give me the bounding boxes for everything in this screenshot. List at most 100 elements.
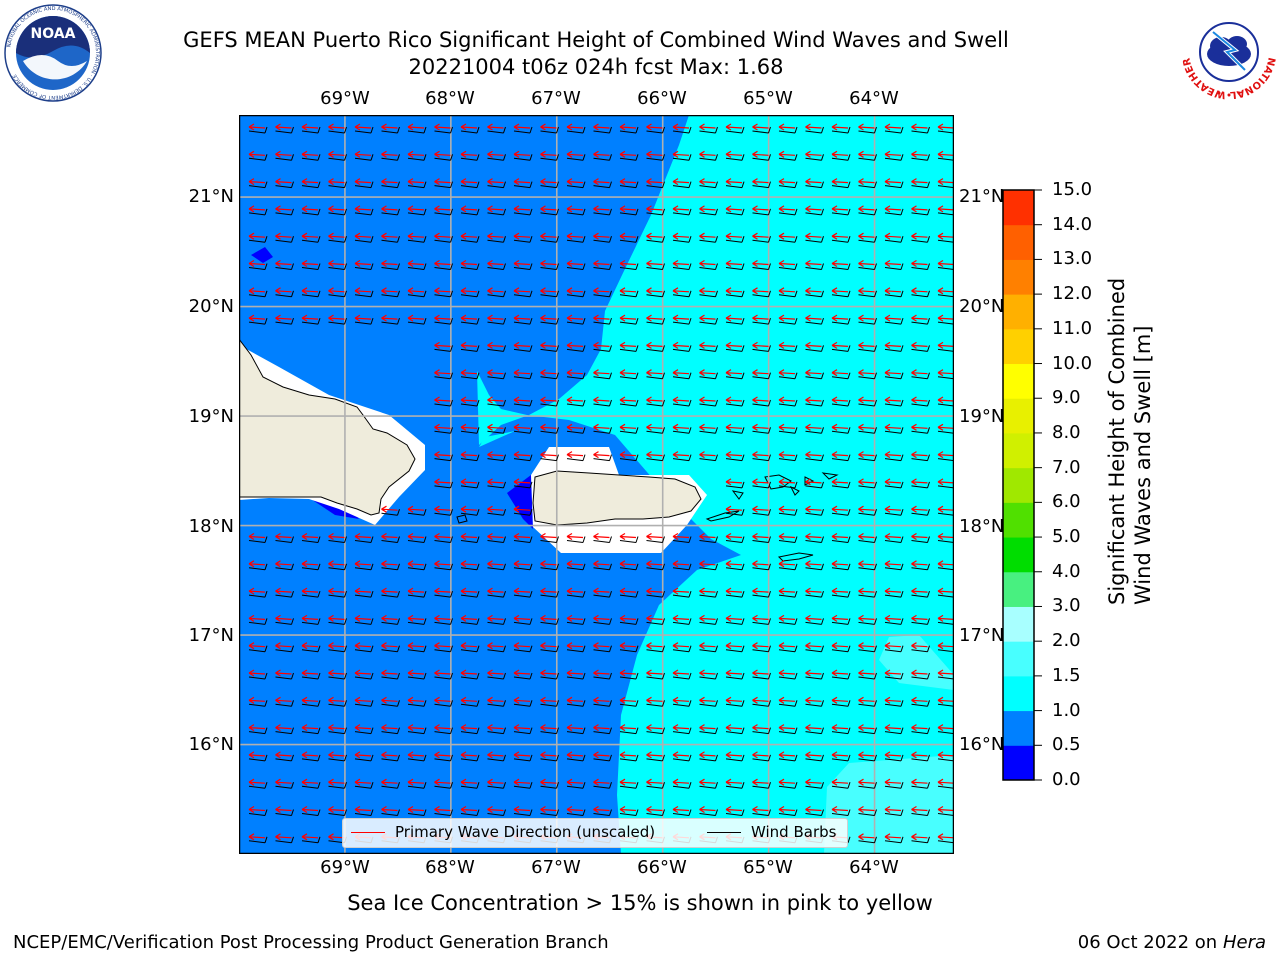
island-st-croix	[777, 552, 814, 562]
wind-barb	[619, 372, 639, 380]
wave-direction-arrow	[831, 587, 849, 595]
wave-direction-arrow	[778, 505, 796, 513]
wind-barb	[884, 700, 904, 707]
wind-barb	[460, 236, 480, 243]
lon-tick-bottom: 66°W	[637, 857, 687, 878]
wind-barb	[354, 809, 374, 816]
wave-direction-arrow	[275, 178, 292, 186]
wind-barb	[328, 236, 347, 243]
wind-barb	[407, 536, 427, 543]
wave-direction-arrow	[460, 205, 478, 213]
wind-barb	[354, 782, 374, 789]
wave-direction-arrow	[831, 805, 849, 814]
wave-direction-arrow	[752, 505, 769, 513]
wind-barb	[778, 509, 798, 516]
wind-barb	[937, 403, 954, 407]
wind-barb	[540, 154, 559, 161]
wave-direction-arrow	[672, 805, 690, 814]
wave-direction-arrow	[248, 751, 266, 759]
wind-barb	[593, 454, 612, 462]
wave-direction-arrow	[487, 532, 504, 541]
wind-barb	[301, 536, 321, 543]
wind-barb	[248, 700, 268, 707]
wave-direction-arrow	[699, 396, 716, 404]
wind-barb	[407, 754, 427, 762]
wave-direction-arrow	[725, 724, 743, 732]
wind-barb	[937, 785, 954, 789]
wind-barb	[381, 236, 400, 243]
wave-direction-arrow	[646, 423, 663, 431]
wave-direction-arrow	[434, 150, 451, 158]
colorbar-segment	[1003, 606, 1034, 642]
wave-direction-arrow	[434, 369, 451, 377]
wind-barb	[884, 782, 904, 789]
wind-barb	[540, 754, 559, 762]
wave-direction-arrow	[858, 396, 875, 404]
wind-barb	[699, 454, 718, 462]
wind-barb	[487, 563, 506, 571]
wind-barb	[858, 317, 877, 325]
wave-direction-arrow	[884, 805, 902, 814]
wind-barb	[407, 700, 427, 707]
wind-barb	[328, 317, 347, 325]
wind-barb	[487, 263, 506, 270]
wave-direction-arrow	[911, 396, 928, 404]
wave-direction-arrow	[301, 614, 319, 622]
wave-direction-arrow	[407, 805, 425, 814]
wind-barb	[460, 372, 480, 380]
wind-barb	[646, 208, 665, 216]
wind-barb	[487, 290, 506, 298]
footer-host: Hera	[1222, 932, 1266, 953]
wind-barb	[301, 672, 321, 680]
wave-direction-arrow	[831, 396, 849, 404]
wave-direction-arrow	[381, 232, 398, 240]
colorbar-segment	[1003, 398, 1034, 434]
wave-direction-arrow	[275, 778, 292, 786]
wave-direction-arrow	[884, 396, 902, 404]
colorbar-segment	[1003, 363, 1034, 399]
wave-direction-arrow	[381, 587, 398, 595]
wind-barb	[593, 317, 612, 325]
wind-barb	[460, 263, 480, 270]
wave-direction-arrow	[911, 833, 928, 841]
wave-direction-arrow	[434, 123, 451, 131]
wave-direction-arrow	[513, 232, 531, 240]
wave-direction-arrow	[540, 778, 557, 786]
wind-barb	[752, 126, 771, 134]
wave-direction-arrow	[619, 423, 637, 431]
lon-tick-top: 67°W	[531, 88, 581, 109]
wind-barb	[566, 563, 586, 571]
wave-direction-arrow	[725, 369, 743, 377]
wave-direction-arrow	[646, 369, 663, 377]
wind-barb	[911, 782, 930, 789]
wind-barb	[619, 727, 639, 735]
wind-barb	[619, 590, 639, 598]
wind-barb	[328, 782, 347, 789]
lat-tick-left: 20°N	[188, 296, 234, 317]
wave-direction-arrow	[248, 314, 266, 322]
wind-barb	[381, 154, 400, 161]
wave-direction-arrow	[301, 724, 319, 732]
wind-barb	[884, 481, 904, 489]
colorbar-segment	[1003, 224, 1034, 260]
wind-barb	[301, 590, 321, 598]
wave-direction-arrow	[460, 642, 478, 650]
wind-barb	[487, 509, 506, 516]
wave-direction-arrow	[275, 259, 292, 268]
wave-direction-arrow	[381, 287, 398, 295]
wind-barb	[911, 290, 930, 298]
wave-direction-arrow	[566, 423, 584, 431]
wave-direction-arrow	[275, 669, 292, 677]
wind-barb	[831, 481, 851, 489]
wind-barb	[487, 345, 506, 352]
wind-barb	[619, 345, 639, 352]
wind-barb	[646, 290, 665, 298]
wind-barb	[328, 727, 347, 735]
wave-direction-arrow	[434, 696, 451, 704]
wind-barb	[805, 372, 824, 380]
wind-barb	[831, 263, 851, 270]
wave-direction-arrow	[248, 123, 266, 131]
wind-barb	[593, 782, 612, 789]
wind-barb	[566, 126, 586, 134]
wave-direction-arrow	[672, 287, 690, 295]
